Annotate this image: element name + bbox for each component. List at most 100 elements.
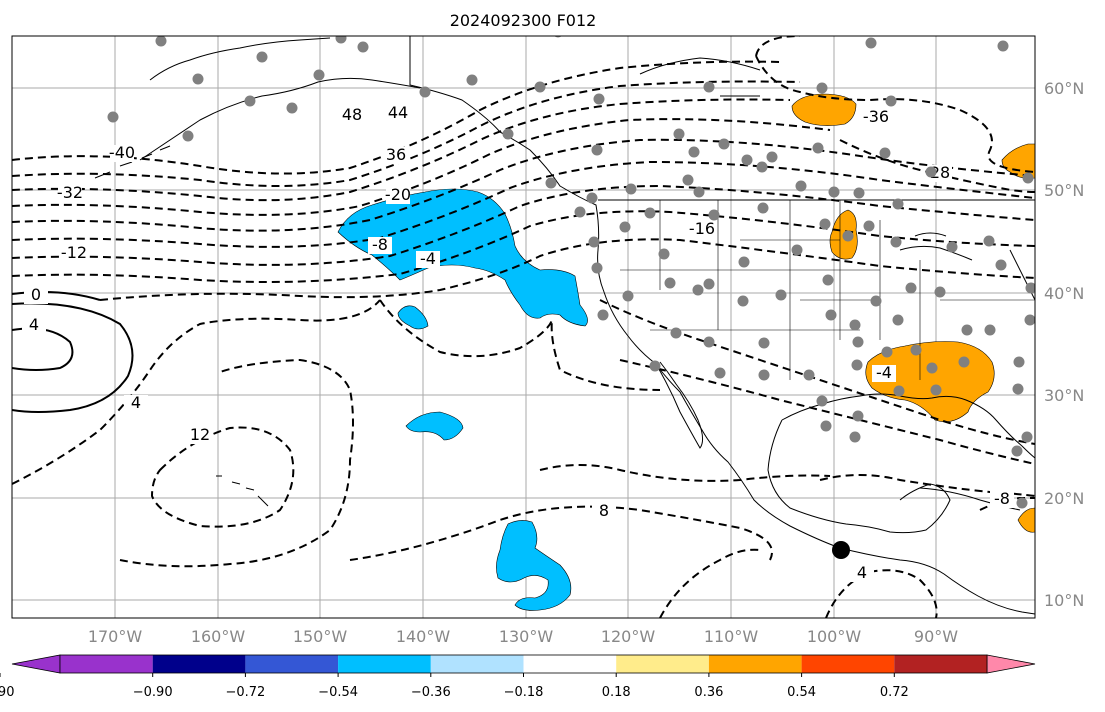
station-dot [881,346,893,358]
station-dot [905,282,917,294]
contour-dashed-8 [12,210,1035,283]
station-dot [795,180,807,192]
latitude-label: 20°N [1044,489,1084,508]
station-dot [820,420,832,432]
station-dot [644,207,656,219]
station-dot [335,36,347,44]
longitude-label: 150°W [293,627,348,646]
station-dot [664,277,676,289]
colorbar-tick-label: 0.36 [694,685,723,700]
station-dot [708,209,720,221]
station-dot [775,289,787,301]
station-dot [1013,356,1025,368]
colorbar-tick-label: −0.36 [411,685,451,700]
contour-label-bg [592,503,616,520]
contour-label-bg [340,107,364,124]
contour-label-bg [368,237,392,254]
station-dot [622,290,634,302]
contour-label-bg [384,147,408,164]
latitude-label: 60°N [1044,79,1084,98]
station-dot [586,192,598,204]
station-dot [758,369,770,381]
station-dot [703,336,715,348]
station-dot [244,95,256,107]
contour-label-bg [24,287,48,304]
station-dot [758,337,770,349]
contour-label: 12 [190,425,210,444]
station-dot [926,362,938,374]
station-dot [925,166,937,178]
contour-label-bg [690,221,714,238]
alaska-north [149,37,331,81]
station-dot [893,385,905,397]
contour-label-bg [864,109,888,126]
station-dot [791,244,803,256]
station-dot [822,274,834,286]
land-outlines [94,36,1035,615]
gulf-of-mexico-coast [781,393,1035,459]
longitude-label: 110°W [704,627,759,646]
station-dot [625,183,637,195]
aleutian-islands [94,145,171,179]
colorbar-tick-label: −0.72 [225,685,265,700]
station-dot [155,36,167,47]
contour-lines [12,36,1035,618]
contour-label-bg [58,185,82,202]
station-dot [466,74,478,86]
contour-dashed-6 [12,160,1035,248]
contour-dashed-20 [619,359,1035,465]
contour-label-bg [124,395,148,412]
contour-dashed-4 [12,118,831,216]
latitude-label: 10°N [1044,591,1084,610]
map-area: 48 4436288044124-4-8-12-16-20-32-36-40-4-… [12,36,1035,618]
contour-label: -4 [420,249,436,268]
us-state-borders [620,200,1035,380]
station-dot [879,147,891,159]
latitude-labels: 60°N 50°N 40°N 30°N 20°N 10°N [1044,79,1084,610]
station-dot [849,431,861,443]
station-dot [870,295,882,307]
contour-dashed-5 [12,138,1035,232]
contour-label-group: 48 4436288044124-4-8-12-16-20-32-36-40-4-… [22,103,1014,582]
station-dot [849,319,861,331]
station-dot [670,327,682,339]
contour-dashed-3 [12,98,791,202]
contour-label: -8 [994,489,1010,508]
station-dot [673,128,685,140]
station-dot [692,284,704,296]
station-dot [682,174,694,186]
station-dot [1011,445,1023,457]
contour-label: 44 [388,103,408,122]
contour-dashed-23 [539,464,831,482]
map-frame [11,35,1036,619]
station-dot [718,138,730,150]
station-dot [737,295,749,307]
station-dot [816,82,828,94]
contour-label: 4 [857,563,867,582]
contour-dashed-14 [379,299,661,391]
hudson-bay [639,57,761,97]
colorbar-tick-label: 0.72 [880,685,909,700]
longitude-label: 100°W [807,627,862,646]
contour-label: 0 [31,285,41,304]
contour-solid-zero [12,291,101,301]
station-dot [803,369,815,381]
colorbar-bin [430,655,524,673]
station-dot [357,41,369,53]
longitude-label: 90°W [914,627,958,646]
latitude-label: 40°N [1044,284,1084,303]
latitude-label: 30°N [1044,386,1084,405]
station-dot [930,384,942,396]
station-dot [597,309,609,321]
station-dot [766,151,778,163]
colorbar-bin [894,655,987,673]
longitude-label: 140°W [396,627,451,646]
station-dot [958,356,970,368]
station-dot [1024,314,1035,326]
colorbar-bin [152,655,246,673]
station-dot [703,81,715,93]
station-dot [1012,383,1024,395]
latitude-label: 50°N [1044,181,1084,200]
blue-area-tropical [496,520,572,611]
colorbar-tick-label: −0.90 [133,685,173,700]
